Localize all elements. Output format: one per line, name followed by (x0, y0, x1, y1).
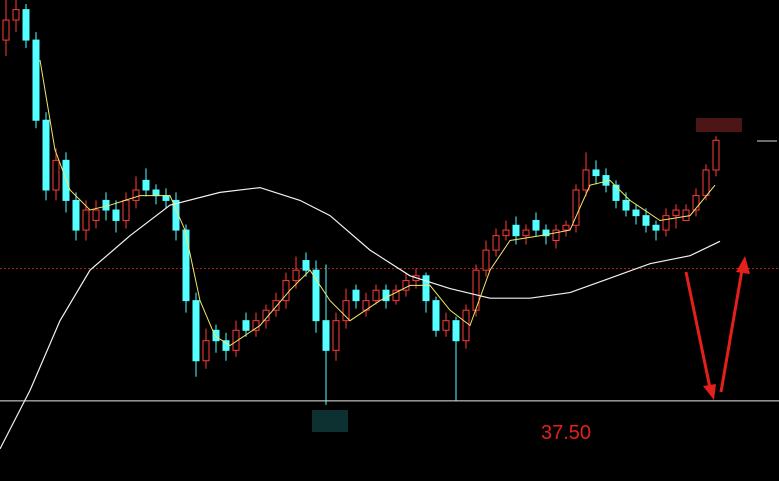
candle-body (422, 275, 430, 302)
candle-body (72, 199, 80, 231)
arrow-down (684, 271, 716, 400)
candle-body (42, 119, 50, 191)
candle-body (162, 195, 170, 201)
candle-body (232, 329, 240, 351)
candle-body (692, 195, 700, 211)
candle-body (542, 229, 550, 237)
candle-body (292, 269, 300, 282)
candle-body (462, 309, 470, 342)
candle-body (612, 184, 620, 201)
candle-body (302, 260, 310, 271)
candle-body (122, 199, 130, 221)
candle-body (12, 9, 20, 21)
candle-body (512, 224, 520, 237)
candle-body (582, 169, 590, 191)
candle-body (492, 235, 500, 251)
candle-body (22, 9, 30, 41)
candle-body (282, 280, 290, 302)
candle-body (622, 199, 630, 211)
candle-body (672, 209, 680, 217)
candle-body (322, 320, 330, 351)
candle-body (502, 229, 510, 237)
candle-body (702, 169, 710, 197)
candle-body (352, 289, 360, 302)
candle-body (332, 320, 340, 351)
level-label: 37.50 (541, 422, 591, 444)
blurred-label (696, 118, 742, 132)
marks (0, 0, 779, 450)
candle-body (32, 39, 40, 121)
candle-body (312, 269, 320, 322)
candle-body (642, 215, 650, 226)
candle-body (212, 329, 220, 342)
candle-body (222, 340, 230, 351)
candle-body (652, 224, 660, 231)
candle-body (662, 215, 670, 231)
candle-body (712, 139, 720, 171)
candle-body (442, 320, 450, 331)
candle-body (112, 209, 120, 221)
blurred-label (312, 410, 348, 432)
candle-body (592, 169, 600, 177)
candle-body (182, 229, 190, 302)
candle-body (572, 189, 580, 226)
candle-body (392, 289, 400, 302)
candle-body (342, 300, 350, 322)
candle-body (532, 219, 540, 231)
candle-body (142, 179, 150, 191)
candle-body (242, 320, 250, 331)
candle-body (562, 224, 570, 231)
candle-body (482, 249, 490, 271)
candle-body (202, 340, 210, 362)
candle-body (152, 189, 160, 197)
candle-body (522, 229, 530, 237)
arrow-up (719, 256, 750, 393)
candle-body (432, 300, 440, 331)
candle-body (192, 300, 200, 362)
candle-body (632, 209, 640, 217)
candle-body (382, 289, 390, 302)
candle-body (52, 159, 60, 191)
candle-body (92, 209, 100, 221)
candle-body (682, 209, 690, 221)
candle-body (272, 300, 280, 311)
short-ma-line (39, 60, 716, 347)
candle-body (372, 289, 380, 302)
candle-body (82, 209, 90, 231)
long-ma-line (0, 186, 721, 450)
candle-body (2, 19, 10, 41)
candle-body (252, 320, 260, 331)
candle-body (132, 189, 140, 201)
candle-body (552, 229, 560, 242)
candle-body (452, 320, 460, 342)
